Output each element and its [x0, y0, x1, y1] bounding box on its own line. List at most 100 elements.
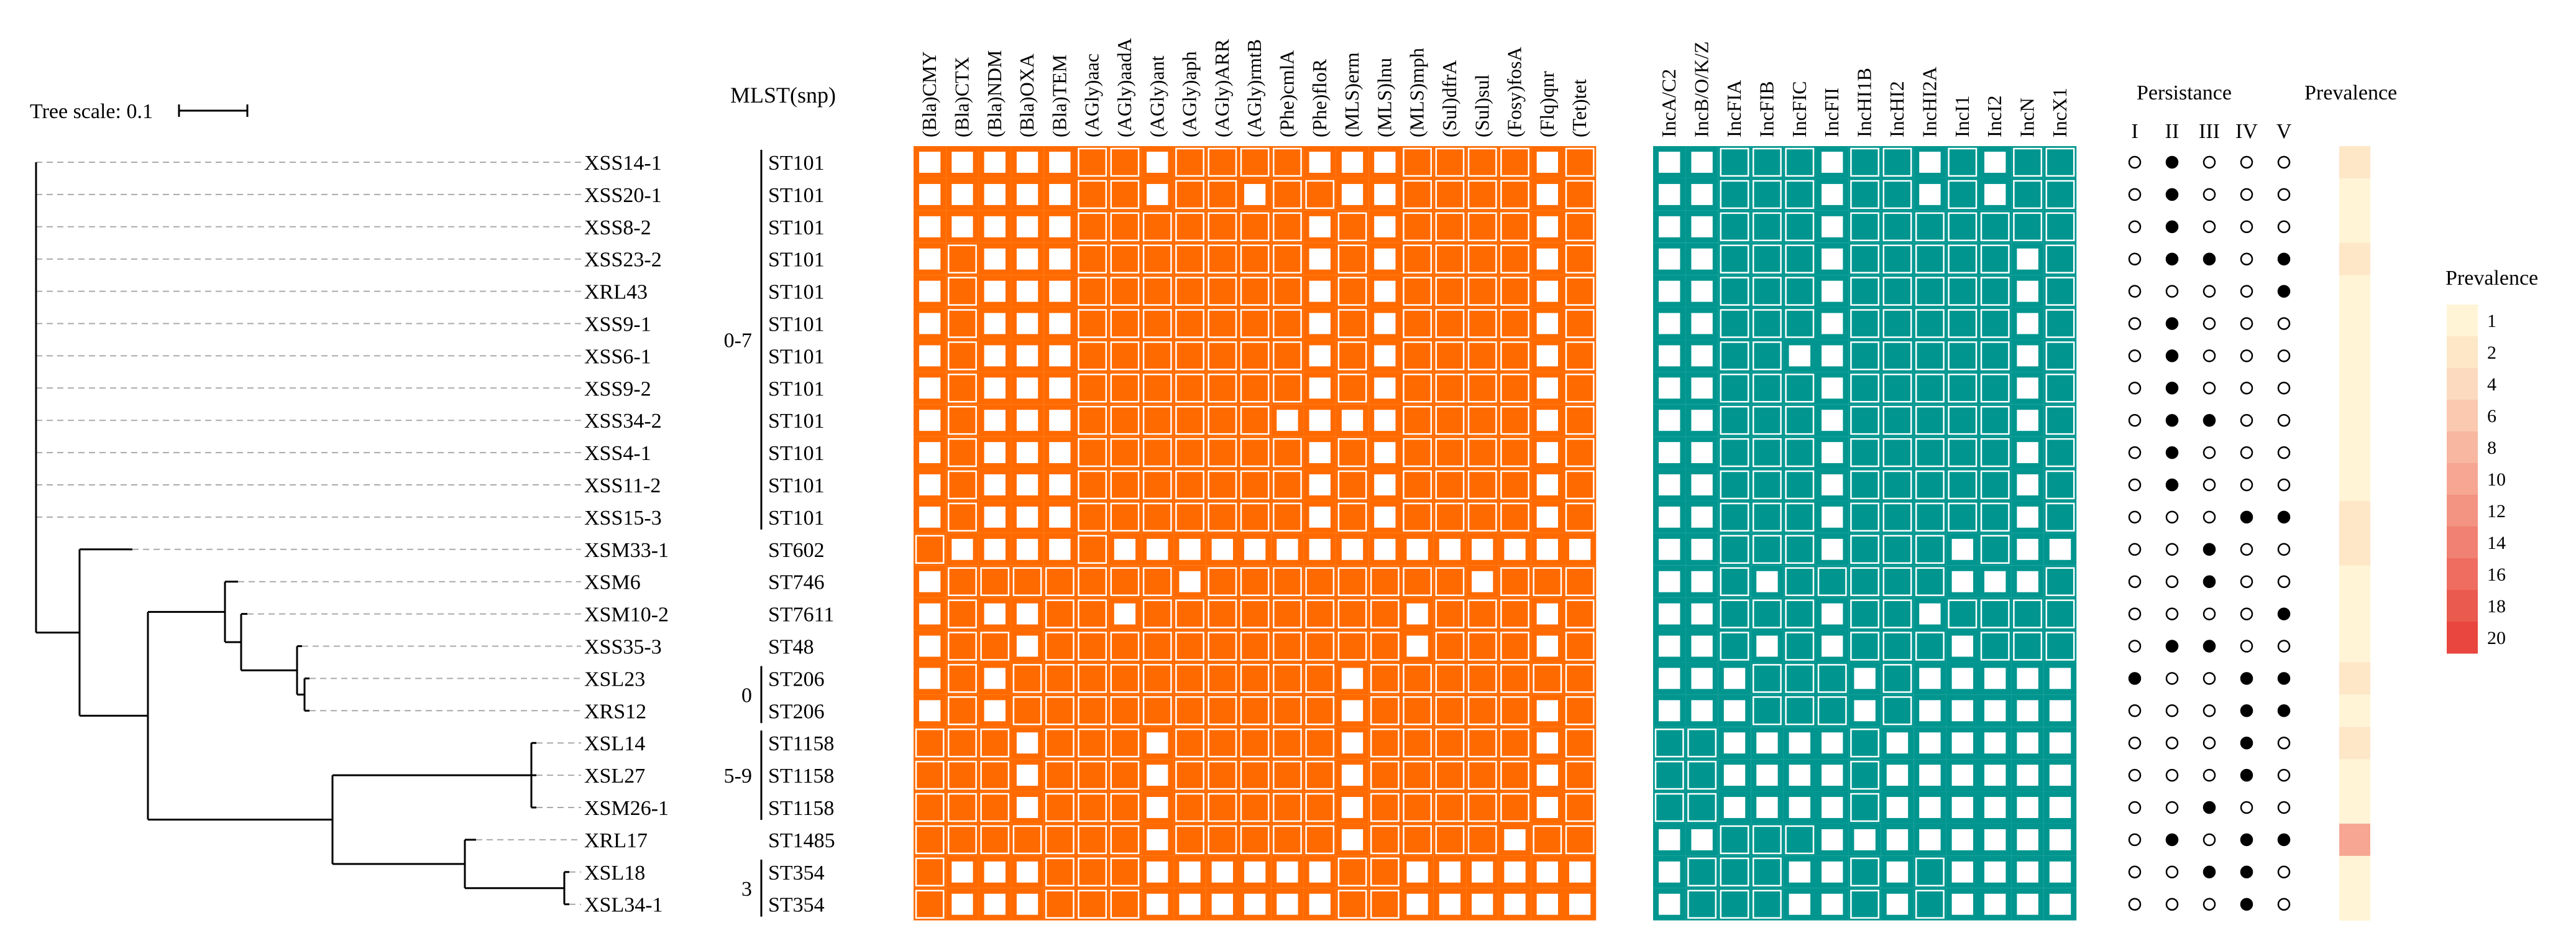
- heatmap-cell-absent: [1568, 537, 1592, 561]
- heatmap-cell-absent: [918, 569, 942, 594]
- legend-swatch: [2447, 400, 2478, 432]
- heatmap-cell-present: [1785, 825, 1815, 855]
- column-header-label: (AGly)ARR: [1211, 39, 1233, 137]
- persistence-dot-empty: [2128, 188, 2142, 201]
- heatmap-cell-present: [1687, 857, 1717, 886]
- persistence-dot-empty: [2240, 607, 2253, 620]
- heatmap-cell-absent: [983, 247, 1007, 271]
- heatmap-cell-absent: [1885, 763, 1910, 788]
- heatmap-cell-absent: [1308, 344, 1332, 368]
- tip-label: XSS34-2: [584, 410, 662, 433]
- heatmap-cell-absent: [1145, 537, 1170, 561]
- persistence-dot-filled: [2277, 252, 2291, 265]
- heatmap-cell-present: [1110, 890, 1140, 919]
- persistence-dot-empty: [2128, 768, 2142, 782]
- heatmap-cell-absent: [1015, 247, 1040, 271]
- heatmap-cell-absent: [1145, 796, 1170, 819]
- prevalence-cell: [2339, 500, 2370, 534]
- heatmap-cell-absent: [1340, 408, 1365, 433]
- heatmap-cell-present: [1882, 535, 1912, 564]
- heatmap-cell-absent: [1503, 892, 1527, 916]
- heatmap-cell-absent: [983, 150, 1007, 174]
- heatmap-cell-absent: [1308, 441, 1332, 465]
- heatmap-cell-present: [1305, 599, 1335, 628]
- heatmap-cell-present: [915, 825, 945, 855]
- heatmap-cell-present: [1337, 470, 1367, 500]
- persistence-period-label: V: [2276, 120, 2292, 143]
- heatmap-cell-present: [1370, 729, 1400, 758]
- persistence-dot-empty: [2165, 865, 2179, 879]
- heatmap-cell-present: [1948, 147, 1978, 177]
- heatmap-cell-present: [1980, 470, 2010, 500]
- heatmap-cell-absent: [1918, 602, 1942, 626]
- persistence-dot-empty: [2165, 510, 2179, 524]
- heatmap-cell-present: [1565, 470, 1595, 500]
- heatmap-cell-present: [1948, 438, 1978, 467]
- tip-label: XRS12: [584, 700, 646, 723]
- heatmap-cell-present: [1850, 244, 1880, 274]
- heatmap-cell-present: [1273, 632, 1302, 661]
- persistence-dot-empty: [2165, 898, 2179, 911]
- heatmap-cell-present: [1208, 502, 1237, 532]
- heatmap-cell-present: [1467, 760, 1497, 790]
- column-header-label: IncI2: [1983, 96, 2005, 138]
- heatmap-cell-present: [1240, 664, 1270, 693]
- heatmap-cell-absent: [918, 214, 942, 239]
- heatmap-cell-present: [2045, 502, 2075, 532]
- heatmap-cell-present: [1208, 406, 1237, 435]
- heatmap-cell-present: [2013, 212, 2043, 242]
- heatmap-cell-absent: [1657, 214, 1682, 239]
- heatmap-cell-present: [1305, 664, 1335, 693]
- heatmap-cell-absent: [1178, 569, 1202, 594]
- heatmap-cell-present: [1110, 760, 1140, 790]
- heatmap-cell-absent: [2015, 247, 2040, 271]
- legend-swatch: [2447, 527, 2478, 559]
- persistence-dot-filled: [2165, 188, 2179, 201]
- heatmap-cell-present: [1720, 567, 1749, 596]
- heatmap-cell-present: [1565, 793, 1595, 822]
- heatmap-cell-present: [1500, 567, 1529, 596]
- heatmap-cell-present: [1240, 632, 1270, 661]
- heatmap-cell-present: [2045, 244, 2075, 274]
- heatmap-cell-present: [1687, 729, 1717, 758]
- heatmap-cell-present: [1208, 825, 1237, 855]
- heatmap-cell-present: [1273, 277, 1302, 306]
- heatmap-cell-absent: [1373, 214, 1397, 239]
- heatmap-cell-present: [1305, 760, 1335, 790]
- heatmap-cell-absent: [983, 537, 1007, 561]
- heatmap-cell-absent: [1048, 537, 1072, 561]
- heatmap-cell-present: [1850, 857, 1880, 886]
- heatmap-cell-present: [1078, 374, 1107, 403]
- heatmap-cell-present: [1467, 309, 1497, 338]
- heatmap-cell-present: [1142, 244, 1172, 274]
- heatmap-cell-absent: [1820, 408, 1845, 433]
- heatmap-cell-absent: [1535, 860, 1559, 884]
- heatmap-cell-present: [1208, 147, 1237, 177]
- heatmap-cell-present: [1565, 244, 1595, 274]
- persistence-dot-empty: [2277, 349, 2291, 362]
- heatmap-cell-present: [1273, 180, 1302, 209]
- heatmap-cell-present: [1882, 244, 1912, 274]
- persistence-dot-empty: [2202, 672, 2216, 685]
- heatmap-cell-present: [1915, 535, 1945, 564]
- heatmap-cell-absent: [1722, 666, 1747, 691]
- heatmap-cell-absent: [918, 505, 942, 529]
- heatmap-cell-absent: [983, 441, 1007, 465]
- heatmap-cell-present: [1687, 760, 1717, 790]
- heatmap-cell-absent: [1535, 892, 1559, 916]
- heatmap-cell-present: [1500, 599, 1529, 628]
- heatmap-cell-present: [1980, 374, 2010, 403]
- heatmap-cell-present: [1175, 760, 1204, 790]
- persistence-dot-empty: [2128, 446, 2142, 459]
- heatmap-cell-absent: [918, 182, 942, 206]
- heatmap-cell-absent: [1885, 892, 1910, 916]
- heatmap-cell-present: [1045, 825, 1075, 855]
- heatmap-cell-present: [1915, 857, 1945, 886]
- heatmap-cell-absent: [1405, 634, 1429, 658]
- heatmap-cell-present: [1273, 567, 1302, 596]
- heatmap-cell-absent: [1015, 344, 1040, 368]
- heatmap-cell-present: [1045, 632, 1075, 661]
- heatmap-cell-present: [1980, 535, 2010, 564]
- heatmap-cell-present: [948, 341, 977, 370]
- tip-label: XSS15-3: [584, 507, 662, 530]
